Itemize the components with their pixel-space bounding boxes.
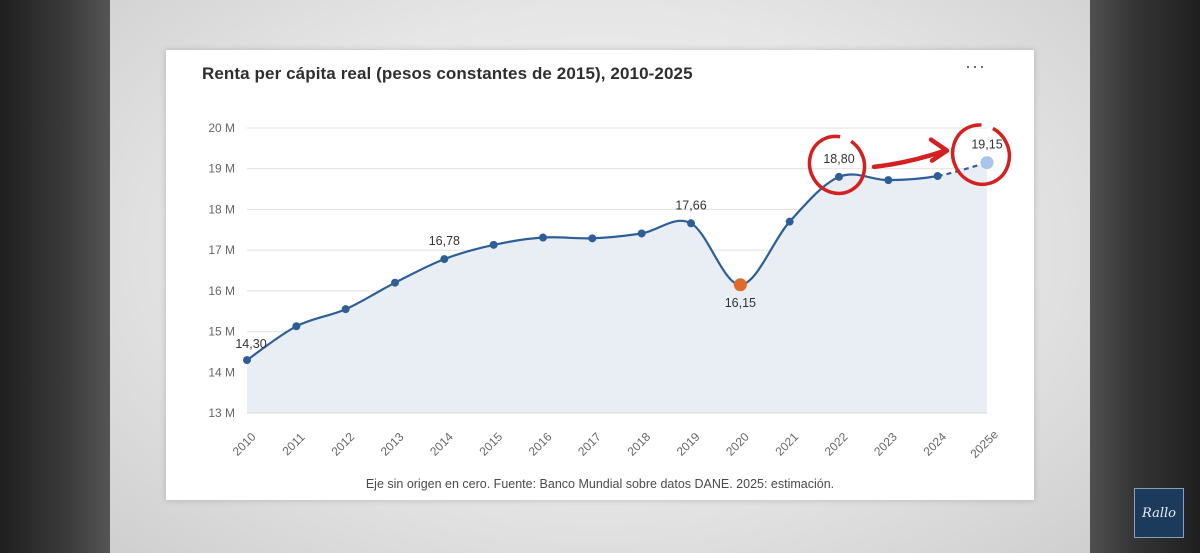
data-point	[687, 219, 695, 228]
x-tick-label: 2017	[575, 430, 604, 459]
x-tick-label: 2013	[378, 430, 407, 459]
data-point	[835, 172, 843, 181]
x-tick-label: 2023	[871, 430, 900, 459]
data-point	[489, 240, 498, 249]
chart-footnote: Eje sin origen en cero. Fuente: Banco Mu…	[365, 477, 835, 491]
area-fill	[247, 162, 987, 413]
annotation-circle	[807, 134, 867, 196]
chart-title: Renta per cápita real (pesos constantes …	[202, 64, 693, 83]
data-point	[637, 229, 646, 238]
data-label: 14,30	[235, 337, 266, 351]
y-tick-label: 14 M	[208, 365, 235, 379]
annotation-arrow	[871, 148, 948, 170]
annotation-arrowhead	[928, 137, 950, 163]
data-point	[292, 322, 301, 331]
data-point	[884, 176, 893, 185]
x-tick-label: 2021	[772, 430, 801, 459]
data-point	[391, 278, 399, 287]
line-chart: 13 M 14 M 15 M 16 M 17 M 18 M 19 M 20 M 2010 2011…	[208, 121, 1012, 461]
data-label: 17,66	[675, 198, 706, 212]
data-point	[588, 234, 597, 243]
data-point-highlight	[733, 278, 747, 292]
x-tick-label: 2022	[822, 430, 851, 459]
data-label: 16,15	[725, 296, 756, 310]
y-tick-label: 16 M	[208, 284, 235, 298]
y-tick-label: 15 M	[208, 325, 235, 339]
y-tick-label: 18 M	[208, 202, 235, 216]
y-tick-label: 19 M	[208, 162, 235, 176]
chart-card: Renta per cápita real (pesos constantes …	[166, 50, 1034, 500]
channel-logo: Rallo	[1134, 488, 1184, 538]
x-tick-label: 2020	[723, 430, 752, 459]
data-label: 16,78	[429, 234, 460, 248]
x-tick-label: 2018	[624, 430, 653, 459]
y-tick-label: 13 M	[208, 406, 235, 420]
x-tick-label: 2011	[279, 430, 307, 458]
right-dark-border	[1090, 0, 1200, 553]
annotation-circle	[950, 123, 1012, 187]
y-tick-label: 20 M	[208, 121, 235, 135]
x-tick-label: 2019	[674, 430, 703, 459]
x-tick-label: 2025e	[967, 427, 1001, 461]
more-horizontal-icon[interactable]: ···	[965, 56, 986, 76]
y-tick-label: 17 M	[208, 243, 235, 257]
data-label: 18,80	[823, 152, 854, 166]
data-point	[440, 255, 449, 264]
x-tick-label: 2012	[328, 430, 357, 459]
x-tick-label: 2014	[427, 430, 456, 459]
data-point	[539, 233, 547, 242]
x-tick-label: 2024	[920, 430, 949, 459]
data-point	[243, 356, 251, 365]
x-tick-label: 2016	[526, 430, 555, 459]
left-dark-border	[0, 0, 110, 553]
x-tick-label: 2010	[230, 430, 259, 459]
data-point	[785, 217, 794, 226]
data-point-estimate	[980, 156, 994, 170]
data-label: 19,15	[971, 138, 1002, 152]
data-point	[341, 305, 350, 314]
data-point	[933, 172, 942, 181]
x-tick-label: 2015	[476, 430, 505, 459]
